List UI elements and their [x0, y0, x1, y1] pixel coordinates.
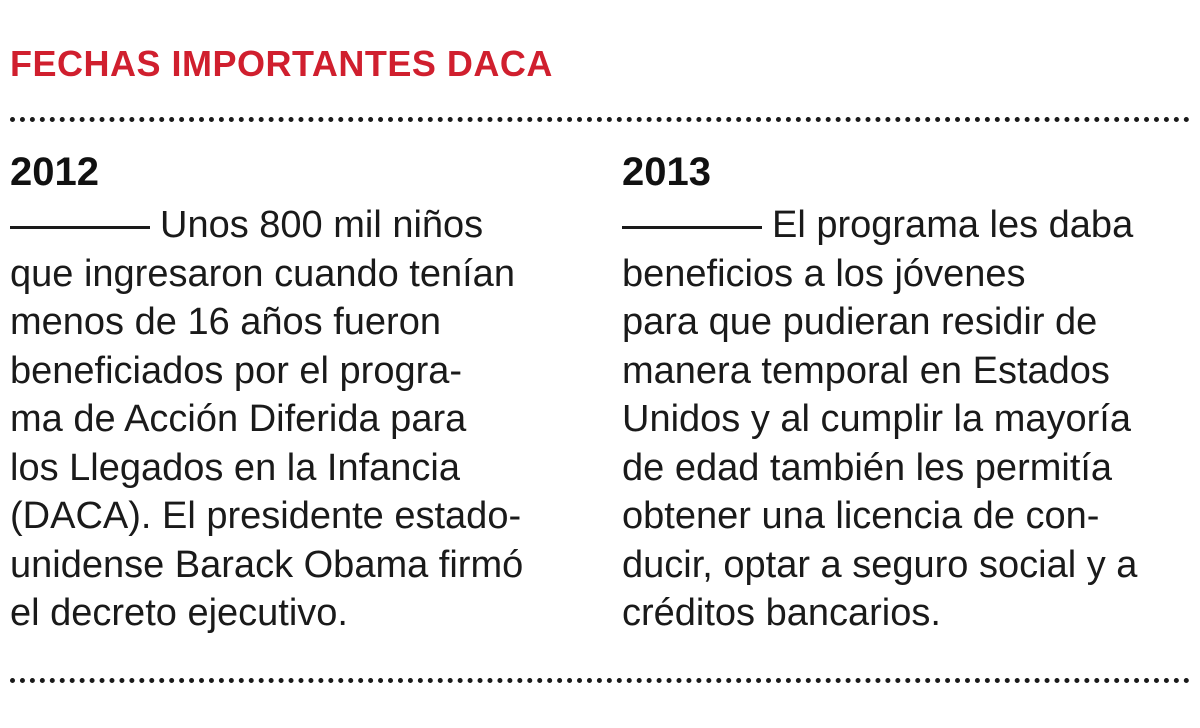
text-line: de edad también les permitía — [622, 446, 1113, 489]
year-heading: 2012 — [10, 150, 99, 194]
lead-rule — [10, 226, 150, 229]
text-line: manera temporal en Estados — [622, 349, 1110, 392]
text-line: obtener una licencia de con- — [622, 495, 1100, 537]
text-line: para que pudieran residir de — [622, 301, 1098, 343]
text-line: beneficiados por el progra- — [10, 349, 463, 392]
lead-rule — [622, 226, 762, 229]
text-line: unidense Barack Obama firmó — [10, 543, 524, 586]
text-line: El programa les daba — [622, 201, 1182, 250]
text-line: menos de 16 años fueron — [10, 301, 441, 343]
text-line: que ingresaron cuando tenían — [10, 252, 515, 295]
column-2013: 2013 El programa les daba beneficios a l… — [622, 150, 1182, 638]
text-line: Unos 800 mil niños — [10, 201, 570, 250]
page-title: FECHAS IMPORTANTES DACA — [10, 43, 553, 84]
text-line: ma de Acción Diferida para — [10, 398, 467, 440]
text-line: el decreto ejecutivo. — [10, 592, 348, 634]
text-line: los Llegados en la Infancia — [10, 446, 460, 489]
text-line: créditos bancarios. — [622, 592, 941, 634]
text-line: ducir, optar a seguro social y a — [622, 543, 1138, 586]
column-2012: 2012 Unos 800 mil niños que ingresaron c… — [10, 150, 570, 638]
year-heading: 2013 — [622, 150, 711, 194]
dotted-divider-top — [10, 117, 1190, 122]
dotted-divider-bottom — [10, 678, 1190, 683]
column-body: Unos 800 mil niños que ingresaron cuando… — [10, 201, 570, 638]
text-line: beneficios a los jóvenes — [622, 252, 1026, 295]
line-text: El programa les daba — [772, 204, 1134, 246]
column-body: El programa les daba beneficios a los jó… — [622, 201, 1182, 638]
line-text: Unos 800 mil niños — [160, 204, 484, 246]
text-line: Unidos y al cumplir la mayoría — [622, 398, 1131, 440]
text-line: (DACA). El presidente estado- — [10, 495, 522, 537]
